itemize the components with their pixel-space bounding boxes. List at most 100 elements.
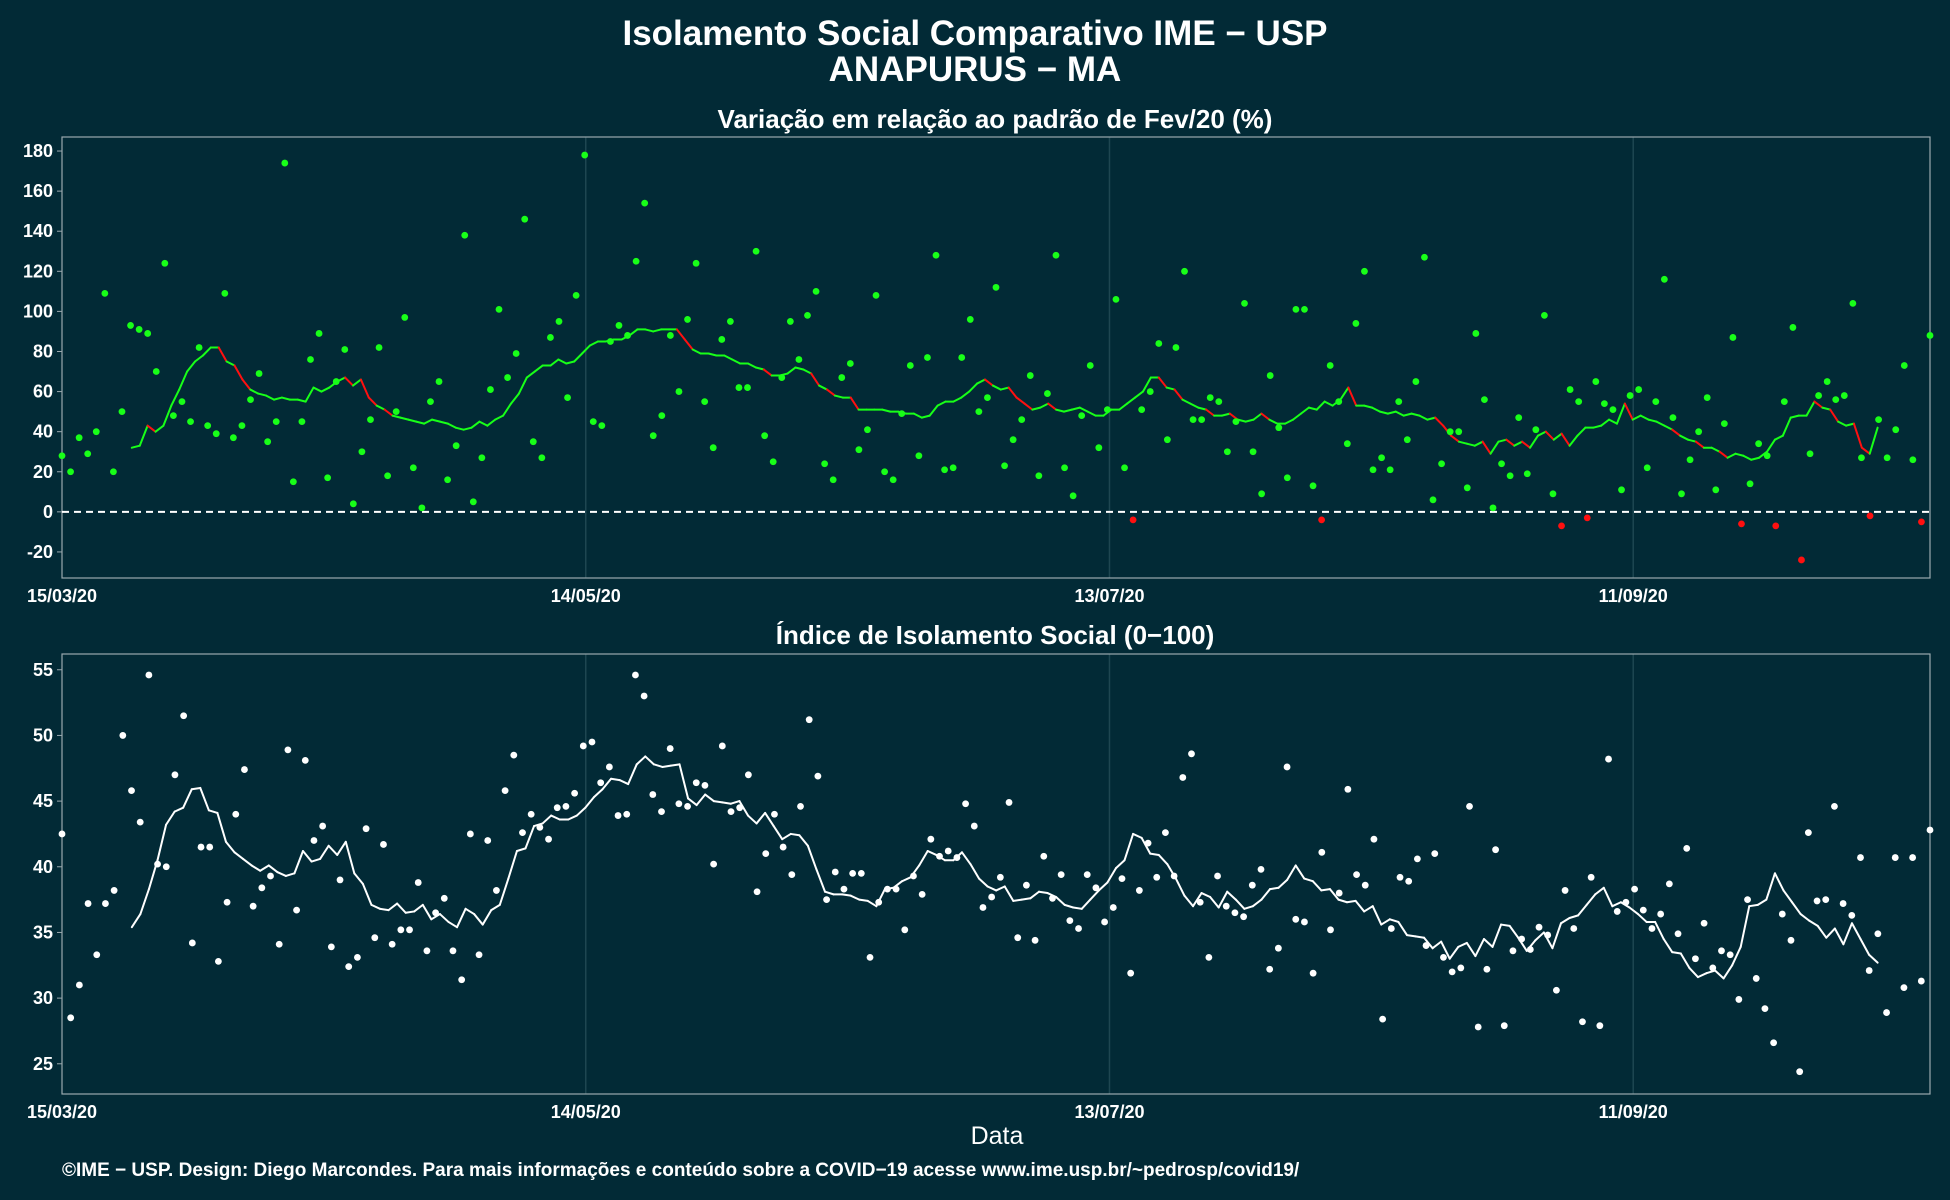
data-point bbox=[1674, 930, 1682, 938]
data-point bbox=[84, 450, 92, 458]
trend-line-segment bbox=[1165, 386, 1176, 391]
trend-line-segment bbox=[1055, 895, 1066, 906]
trend-line-segment bbox=[423, 418, 434, 425]
trend-line-segment bbox=[1141, 376, 1152, 393]
trend-line-segment bbox=[1805, 400, 1816, 417]
trend-line-segment bbox=[1594, 886, 1605, 896]
trend-line-segment bbox=[772, 825, 784, 841]
data-point bbox=[432, 909, 439, 917]
trend-line-segment bbox=[1568, 434, 1579, 447]
data-point bbox=[1626, 392, 1634, 399]
trend-line-segment bbox=[1031, 406, 1042, 411]
trend-line-segment bbox=[1602, 886, 1614, 908]
data-point bbox=[701, 781, 709, 789]
data-point bbox=[1438, 460, 1445, 468]
trend-line-segment bbox=[618, 779, 630, 786]
panel-frame bbox=[61, 653, 1931, 1095]
trend-line-segment bbox=[675, 328, 686, 341]
data-point bbox=[1720, 420, 1728, 428]
trend-line-segment bbox=[162, 404, 173, 427]
data-point bbox=[1678, 490, 1685, 498]
data-point bbox=[736, 804, 744, 812]
data-point bbox=[771, 810, 778, 818]
data-point bbox=[1086, 362, 1094, 369]
data-point bbox=[110, 887, 118, 894]
trend-line-segment bbox=[1063, 903, 1075, 909]
data-point bbox=[1832, 396, 1840, 403]
data-point bbox=[538, 454, 546, 462]
data-point bbox=[1700, 919, 1708, 927]
data-point bbox=[238, 422, 246, 430]
trend-line-segment bbox=[1482, 938, 1494, 948]
trend-line-segment bbox=[249, 388, 260, 395]
trend-line-segment bbox=[1448, 945, 1460, 960]
data-point bbox=[966, 316, 974, 323]
data-point bbox=[992, 283, 1000, 291]
trend-line-segment bbox=[1647, 418, 1658, 423]
trend-line-segment bbox=[173, 806, 185, 813]
data-point bbox=[1083, 871, 1091, 879]
trend-line-segment bbox=[762, 368, 773, 377]
trend-line-segment bbox=[723, 354, 734, 361]
data-point bbox=[949, 464, 957, 472]
trend-line-segment bbox=[986, 885, 998, 892]
data-point bbox=[336, 876, 344, 884]
trend-line-segment bbox=[669, 763, 681, 767]
data-point bbox=[958, 354, 966, 361]
data-point bbox=[110, 468, 117, 476]
trend-line-segment bbox=[319, 844, 330, 860]
trend-line-segment bbox=[1750, 456, 1761, 461]
trend-line-segment bbox=[1252, 412, 1263, 421]
trend-line-segment bbox=[858, 898, 869, 902]
data-point bbox=[624, 332, 631, 339]
trend-line-segment bbox=[991, 384, 1002, 391]
y-tick-label: 120 bbox=[23, 261, 53, 281]
data-point bbox=[1609, 406, 1617, 414]
data-point bbox=[744, 771, 752, 779]
data-point bbox=[709, 444, 717, 452]
trend-line-segment bbox=[926, 850, 938, 856]
trend-line-segment bbox=[1226, 890, 1237, 901]
trend-line-segment bbox=[404, 910, 416, 914]
trend-line-segment bbox=[1536, 430, 1547, 437]
data-point bbox=[1648, 925, 1656, 932]
trend-line-segment bbox=[154, 424, 165, 433]
trend-line-segment bbox=[1825, 927, 1836, 939]
data-point bbox=[1526, 946, 1534, 953]
trend-line-segment bbox=[1497, 438, 1508, 443]
data-point bbox=[857, 869, 865, 877]
data-point bbox=[944, 847, 952, 855]
trend-line-segment bbox=[1106, 867, 1117, 884]
trend-line-segment bbox=[130, 913, 142, 929]
y-tick-label: 160 bbox=[23, 181, 53, 201]
subtitle-top: Variação em relação ao padrão de Fev/20 … bbox=[718, 104, 1273, 134]
trend-line-segment bbox=[815, 868, 827, 893]
data-point bbox=[1492, 846, 1499, 854]
trend-line-segment bbox=[1410, 412, 1421, 417]
trend-line-segment bbox=[383, 408, 394, 417]
trend-line-segment bbox=[156, 823, 168, 862]
trend-line-segment bbox=[1149, 852, 1160, 856]
data-point bbox=[988, 893, 996, 901]
data-point bbox=[1421, 253, 1428, 261]
data-point bbox=[1726, 951, 1734, 959]
data-point bbox=[1335, 398, 1343, 405]
trend-line-segment bbox=[806, 844, 818, 871]
data-point bbox=[658, 808, 665, 816]
trend-line-segment bbox=[1544, 430, 1555, 441]
trend-line-segment bbox=[738, 800, 749, 817]
trend-line-segment bbox=[1534, 931, 1545, 942]
x-tick-label: 14/05/20 bbox=[551, 586, 621, 606]
trend-line-segment bbox=[462, 426, 473, 431]
trend-line-segment bbox=[881, 408, 892, 413]
data-point bbox=[1153, 873, 1161, 881]
trend-line-segment bbox=[1833, 927, 1845, 946]
data-point bbox=[1240, 913, 1248, 921]
data-point bbox=[821, 460, 829, 468]
trend-line-segment bbox=[207, 809, 219, 814]
data-point bbox=[92, 428, 100, 436]
trend-line-segment bbox=[1157, 853, 1169, 866]
trend-line-segment bbox=[250, 864, 262, 872]
trend-line-segment bbox=[1837, 420, 1848, 427]
trend-line-segment bbox=[190, 786, 202, 791]
